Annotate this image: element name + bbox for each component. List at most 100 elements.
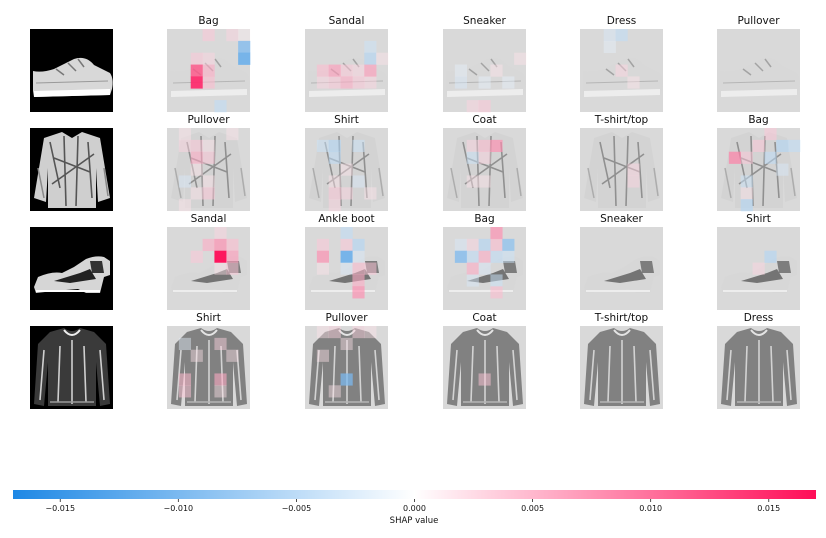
shap-panel (167, 29, 251, 113)
shap-panel (717, 128, 801, 212)
shap-cell (752, 262, 765, 275)
shap-cell (316, 76, 330, 89)
shap-cell (376, 52, 389, 65)
shap-cell (340, 64, 353, 77)
shap-panel (305, 227, 388, 310)
shap-cell (490, 238, 503, 252)
shap-cell (752, 139, 765, 153)
shap-cell (502, 76, 515, 89)
shap-cell (226, 262, 239, 275)
panel-title: Pullover (737, 15, 780, 27)
panel-title: Bag (198, 15, 218, 27)
shap-cell (627, 175, 640, 188)
panel-title: Dress (607, 15, 637, 27)
shap-panel (580, 29, 664, 112)
panel-title: Bag (474, 213, 494, 225)
shap-cell (352, 139, 365, 153)
shap-cell (190, 139, 203, 153)
shap-cell (178, 373, 192, 386)
shap-panel (167, 227, 250, 310)
shap-cell (328, 175, 341, 188)
colorbar-tick-label: 0.010 (639, 504, 662, 513)
shap-cell (490, 227, 503, 240)
panel-title: Sneaker (463, 15, 506, 27)
panel-title: Bag (748, 114, 768, 126)
shap-cell (238, 40, 251, 54)
shap-cell (190, 64, 203, 77)
shap-panel (717, 227, 800, 310)
shap-panel (580, 128, 663, 211)
shap-cell (214, 227, 227, 240)
shap-cell (776, 139, 789, 153)
input-image-pullover (30, 326, 113, 409)
shap-cell (764, 151, 777, 164)
shap-cell (178, 199, 192, 212)
input-image-sneaker (30, 29, 114, 112)
shap-cell (466, 151, 479, 164)
shap-cell (364, 40, 377, 54)
colorbar-gradient (13, 490, 816, 499)
panel-title: Pullover (325, 312, 368, 324)
shap-cell (340, 227, 353, 240)
colorbar-tick-label: 0.005 (521, 504, 544, 513)
shap-cell (214, 337, 227, 351)
shap-cell (328, 64, 341, 77)
shap-cell (190, 349, 203, 362)
shap-panel (167, 326, 250, 409)
shap-cell (466, 238, 479, 252)
shap-cell (328, 385, 341, 398)
shap-cell (352, 326, 365, 339)
shap-cell (340, 76, 353, 89)
shap-cell (202, 76, 215, 89)
shap-cell (352, 76, 365, 89)
colorbar-tick-label: 0.015 (757, 504, 780, 513)
shap-cell (340, 373, 353, 386)
shap-cell (328, 326, 341, 339)
shap-cell (328, 199, 341, 212)
shap-cell (454, 76, 468, 89)
shap-panel (580, 326, 663, 409)
shap-cell (364, 64, 377, 77)
shap-cell (466, 262, 479, 275)
shap-cell (454, 64, 468, 77)
shap-cell (514, 52, 527, 65)
shap-panel (443, 227, 526, 310)
shap-cell (478, 262, 491, 275)
shap-cell (226, 29, 239, 42)
shap-cell (328, 151, 341, 164)
shap-cell (764, 250, 777, 263)
shap-cell (226, 349, 239, 362)
shap-cell (202, 238, 215, 252)
shap-cell (328, 187, 341, 200)
shap-cell (352, 175, 365, 188)
shap-cell (502, 238, 515, 252)
shap-cell (316, 349, 330, 362)
panel-title: Shirt (334, 114, 359, 126)
shap-cell (740, 199, 753, 212)
shap-cell (190, 52, 203, 65)
shap-cell (490, 250, 503, 263)
shap-cell (490, 286, 503, 299)
shap-cell (364, 187, 377, 200)
input-image-sandal (30, 227, 113, 310)
panel-title: T-shirt/top (594, 312, 649, 324)
shap-cell (226, 238, 239, 252)
shap-cell (352, 274, 365, 287)
shap-cell (340, 163, 353, 176)
shap-cell (776, 163, 789, 176)
shap-cell (214, 385, 227, 398)
shap-cell (316, 64, 330, 77)
shap-cell (490, 274, 503, 287)
shap-cell (352, 262, 365, 275)
panel-title: Sandal (329, 15, 365, 27)
shap-cell (316, 250, 330, 263)
shap-cell (603, 29, 616, 42)
shap-cell (214, 262, 227, 275)
colorbar-tick-label: −0.015 (45, 504, 75, 513)
panel-title: Shirt (746, 213, 771, 225)
shap-cell (340, 250, 353, 263)
shap-cell (466, 175, 479, 188)
shap-cell (328, 139, 341, 153)
shap-cell (478, 151, 491, 164)
shap-cell (502, 250, 515, 263)
